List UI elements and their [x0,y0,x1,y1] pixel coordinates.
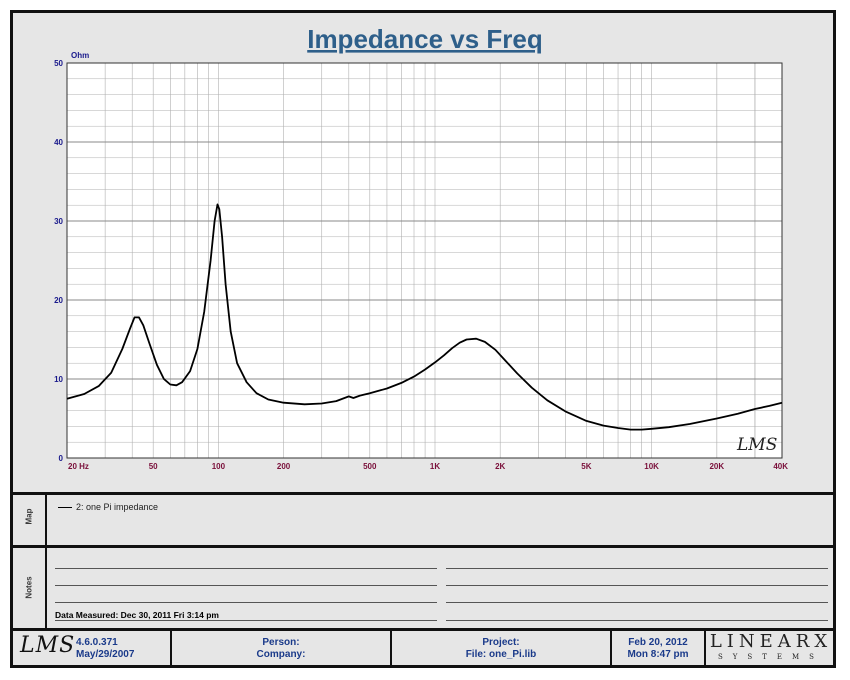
notes-label: Notes [24,576,34,599]
divider-notes [10,545,836,548]
map-label: Map [24,508,34,525]
brand-sub: SYSTEMS [718,653,824,661]
x-tick-label: 50 [149,462,158,471]
notes-label-divider [45,547,47,629]
footer-divider [390,630,392,666]
note-line [446,620,828,621]
x-tick-label: 2K [495,462,505,471]
note-line [446,602,828,603]
note-line [55,602,437,603]
note-line [446,568,828,569]
x-tick-label: 1K [430,462,440,471]
person-block: Person: Company: [172,637,390,661]
y-tick-label: 0 [59,454,64,463]
note-line [55,620,437,621]
footer-logo: LMS [20,633,76,658]
footer-divider [704,630,706,666]
project-block: Project: File: one_Pi.lib [392,637,610,661]
map-legend-entry: 2: one Pi impedance [58,502,158,512]
footer-date: Feb 20, 2012 [628,637,688,648]
person-label: Person: [262,637,300,648]
brand-block: LINEARX SYSTEMS [708,632,834,662]
plot-area [67,63,782,458]
note-line [55,585,437,586]
note-line [446,585,828,586]
divider-map [10,492,836,495]
y-axis-label: Ohm [71,51,89,60]
x-tick-label: 20 Hz [68,462,89,471]
footer-divider [170,630,172,666]
data-measured-text: Data Measured: Dec 30, 2011 Fri 3:14 pm [55,610,219,620]
map-label-divider [45,494,47,546]
chart-title: Impedance vs Freq [307,24,543,54]
version-block: 4.6.0.371 May/29/2007 [76,637,134,661]
impedance-curve [66,203,783,431]
y-tick-label: 30 [54,217,63,226]
x-tick-label: 200 [277,462,291,471]
lms-watermark: LMS [736,435,777,455]
x-tick-label: 5K [581,462,591,471]
plot-border [66,62,783,459]
legend-text: 2: one Pi impedance [76,502,159,512]
footer-divider [610,630,612,666]
y-tick-label: 50 [54,59,63,68]
brand-name: LINEARX [709,631,833,652]
x-tick-label: 40K [773,462,788,471]
x-tick-label: 500 [363,462,377,471]
date-block: Feb 20, 2012 Mon 8:47 pm [612,637,704,661]
x-tick-label: 100 [212,462,226,471]
divider-footer [10,628,836,631]
legend-line-icon [58,506,72,508]
project-label: Project: [482,637,520,648]
y-tick-label: 40 [54,138,63,147]
y-tick-label: 20 [54,296,63,305]
footer-time: Mon 8:47 pm [627,649,689,660]
version-date: May/29/2007 [76,649,135,660]
x-tick-label: 10K [644,462,659,471]
y-tick-label: 10 [54,375,63,384]
note-line [55,568,437,569]
file-label: File: one_Pi.lib [465,649,537,660]
version-number: 4.6.0.371 [76,637,118,648]
impedance-chart: Impedance vs Freq 0 10 20 30 40 50 Ohm 20 Hz 50 1… [54,24,788,471]
x-tick-label: 20K [709,462,724,471]
company-label: Company: [256,649,306,660]
